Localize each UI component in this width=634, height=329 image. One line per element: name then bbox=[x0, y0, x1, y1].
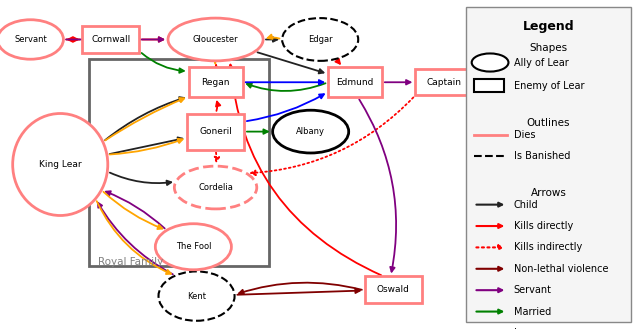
Text: Captain: Captain bbox=[426, 78, 462, 87]
Ellipse shape bbox=[472, 53, 508, 72]
Text: Ally of Lear: Ally of Lear bbox=[514, 58, 568, 67]
Text: Shapes: Shapes bbox=[529, 43, 567, 53]
Text: Servant: Servant bbox=[14, 35, 47, 44]
Bar bbox=[89, 59, 269, 266]
Text: Regan: Regan bbox=[202, 78, 230, 87]
Text: Servant: Servant bbox=[514, 285, 552, 295]
Text: Goneril: Goneril bbox=[199, 127, 232, 136]
Bar bbox=[415, 69, 472, 95]
Ellipse shape bbox=[0, 20, 63, 59]
Text: Royal Family: Royal Family bbox=[98, 257, 164, 266]
Text: Gloucester: Gloucester bbox=[193, 35, 238, 44]
FancyBboxPatch shape bbox=[466, 7, 631, 322]
Ellipse shape bbox=[168, 18, 263, 61]
Bar bbox=[365, 276, 422, 303]
Text: Cornwall: Cornwall bbox=[91, 35, 131, 44]
Text: Kills directly: Kills directly bbox=[514, 221, 573, 231]
Text: Legend: Legend bbox=[522, 20, 574, 33]
Text: Dies: Dies bbox=[514, 130, 535, 140]
Text: Kent: Kent bbox=[187, 291, 206, 301]
Text: Edgar: Edgar bbox=[308, 35, 332, 44]
Ellipse shape bbox=[273, 110, 349, 153]
Text: Child: Child bbox=[514, 200, 538, 210]
Ellipse shape bbox=[282, 18, 358, 61]
Ellipse shape bbox=[155, 224, 231, 270]
Ellipse shape bbox=[174, 166, 257, 209]
Bar bbox=[82, 26, 139, 53]
Text: Loves: Loves bbox=[514, 328, 541, 329]
Bar bbox=[189, 67, 243, 97]
Text: Edmund: Edmund bbox=[337, 78, 373, 87]
Text: Oswald: Oswald bbox=[377, 285, 410, 294]
Text: Is Banished: Is Banished bbox=[514, 151, 570, 161]
Text: Cordelia: Cordelia bbox=[198, 183, 233, 192]
Bar bbox=[474, 79, 504, 92]
Text: Outlines: Outlines bbox=[527, 118, 570, 128]
Text: The Fool: The Fool bbox=[176, 242, 211, 251]
Text: Non-lethal violence: Non-lethal violence bbox=[514, 264, 608, 274]
Text: Married: Married bbox=[514, 307, 551, 316]
Text: Albany: Albany bbox=[296, 127, 325, 136]
Ellipse shape bbox=[13, 114, 108, 215]
Text: King Lear: King Lear bbox=[39, 160, 82, 169]
Text: Arrows: Arrows bbox=[531, 188, 566, 198]
Ellipse shape bbox=[158, 271, 235, 321]
Text: Kills indirectly: Kills indirectly bbox=[514, 242, 582, 252]
Bar bbox=[187, 114, 244, 150]
Text: Enemy of Lear: Enemy of Lear bbox=[514, 81, 584, 90]
Bar bbox=[328, 67, 382, 97]
